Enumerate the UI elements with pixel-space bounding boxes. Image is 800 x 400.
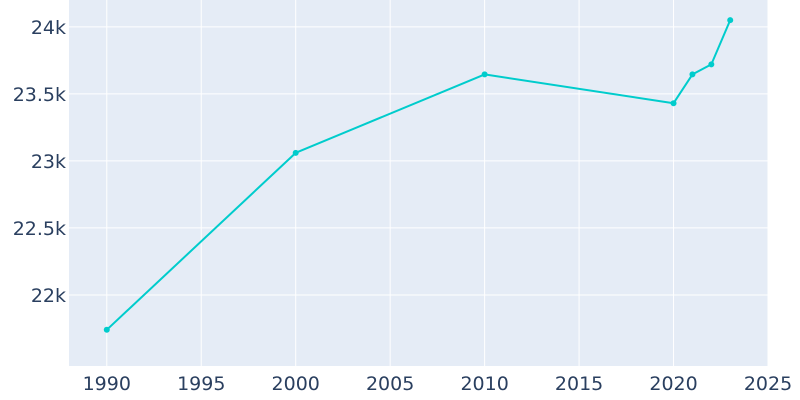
series-group (103, 17, 734, 333)
x-tick-label: 2005 (366, 373, 414, 395)
x-tick-label: 2015 (555, 373, 603, 395)
x-axis-ticks: 1990 1995 2000 2005 2010 2015 2020 2025 (83, 373, 793, 395)
gridlines (69, 0, 769, 366)
y-tick-label: 23k (31, 151, 66, 173)
y-tick-label: 22k (31, 285, 66, 307)
x-tick-label: 1995 (177, 373, 225, 395)
x-tick-label: 2010 (460, 373, 508, 395)
x-tick-label: 2020 (649, 373, 697, 395)
x-tick-label: 1990 (83, 373, 131, 395)
data-point (689, 71, 696, 78)
data-point (481, 71, 488, 78)
data-point (292, 149, 299, 156)
y-axis-ticks: 22k 22.5k 23k 23.5k 24k (13, 17, 66, 307)
y-tick-label: 23.5k (13, 84, 66, 106)
plot-background (69, 0, 768, 366)
x-tick-label: 2025 (744, 373, 792, 395)
x-tick-label: 2000 (272, 373, 320, 395)
data-point (727, 17, 734, 24)
data-point (670, 100, 677, 107)
data-point (103, 326, 110, 333)
data-point (708, 61, 715, 68)
y-tick-label: 24k (31, 17, 66, 39)
y-tick-label: 22.5k (13, 218, 66, 240)
